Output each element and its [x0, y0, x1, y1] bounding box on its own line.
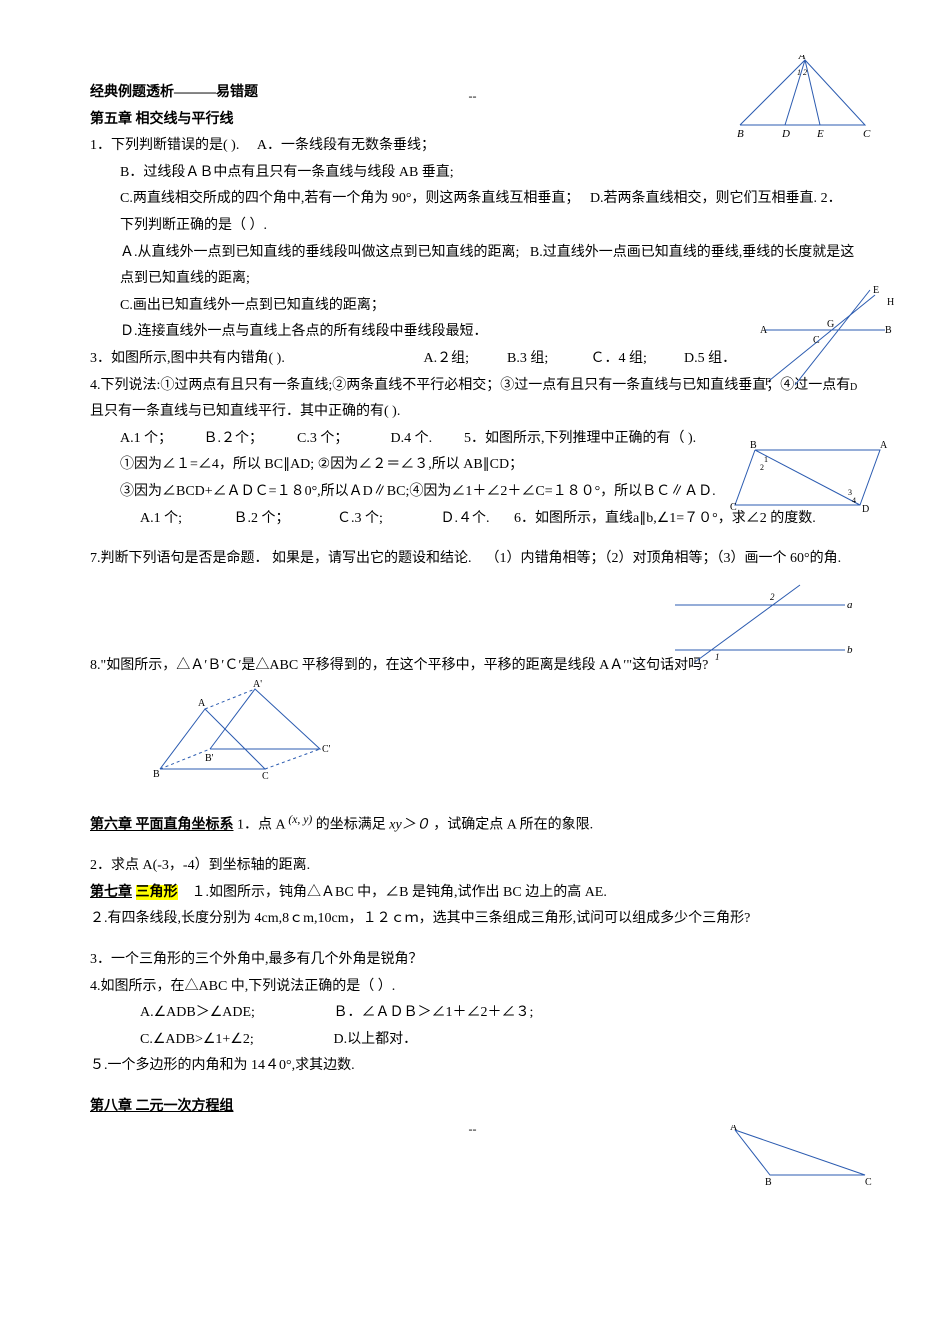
q5-opt-c: Ｃ.3 个;	[337, 506, 437, 533]
svg-text:A: A	[760, 325, 768, 336]
q2-opt-d: Ｄ.连接直线外一点与直线上各点的所有线段中垂线段最短．	[90, 319, 855, 346]
ch7-q4: 4.如图所示，在△ABC 中,下列说法正确的是（ ）.	[90, 974, 855, 1001]
chapter6-title: 第六章 平面直角坐标系	[90, 818, 234, 833]
svg-text:G: G	[827, 319, 834, 330]
ch6-q1-mid: 的坐标满足	[316, 818, 386, 833]
ch7-q4-a: A.∠ADB＞∠ADE;	[140, 1000, 330, 1027]
q4-opt-c: C.3 个；	[297, 426, 387, 453]
q4-opt-a: A.1 个；	[120, 426, 200, 453]
q4: 4.下列说法:①过两点有且只有一条直线;②两条直线不平行必相交；③过一点有且只有…	[90, 373, 855, 426]
svg-text:1 2: 1 2	[797, 68, 807, 77]
q4-opt-b: Ｂ.２个；	[204, 426, 294, 453]
q3-opt-a: A.２组;	[424, 346, 504, 373]
q1-opt-a: A．一条线段有无数条垂线；	[257, 138, 435, 153]
svg-text:1: 1	[764, 455, 768, 464]
svg-text:B: B	[153, 769, 160, 780]
svg-text:2: 2	[770, 592, 775, 602]
chapter8-title: 第八章 二元一次方程组	[90, 1094, 855, 1121]
q2-opt-ab: Ａ.从直线外一点到已知直线的垂线段叫做这点到已知直线的距离; B.过直线外一点画…	[90, 240, 855, 293]
q2-opt-c: C.画出已知直线外一点到已知直线的距离；	[90, 293, 855, 320]
ch7-q4-ab: A.∠ADB＞∠ADE; Ｂ．∠ＡＤＢ＞∠1＋∠2＋∠３;	[90, 1000, 855, 1027]
chapter7-row: 第七章 三角形 １.如图所示，钝角△ＡBC 中，∠B 是钝角,试作出 BC 边上…	[90, 880, 855, 907]
ch6-q1-end: ，试确定点 A 所在的象限.	[433, 818, 593, 833]
q3-opt-c: Ｃ．4 组;	[591, 346, 681, 373]
svg-text:D: D	[850, 382, 857, 393]
svg-text:B: B	[765, 1177, 772, 1185]
ch6-q2: 2．求点 A(-3，-4）到坐标轴的距离.	[90, 853, 855, 880]
chapter7-title-hl: 三角形	[136, 885, 178, 900]
svg-text:D: D	[862, 504, 869, 515]
q7: 7.判断下列语句是否是命题． 如果是，请写出它的题设和结论. （1）内错角相等；…	[90, 546, 855, 573]
svg-text:C: C	[262, 771, 269, 782]
chapter7-title: 第七章	[90, 885, 132, 900]
ch6-q1-var: A	[276, 818, 285, 833]
page-marker-bottom: --	[469, 1118, 477, 1141]
figure-translation: A A' B B' C C'	[90, 679, 855, 795]
svg-text:C: C	[865, 1177, 872, 1185]
figure-parallel-lines: a b 2 1	[655, 580, 855, 670]
svg-text:C: C	[730, 502, 737, 513]
q5-opt-d: Ｄ.４个.	[441, 506, 511, 533]
q1-opt-b: B．过线段ＡＢ中点有且只有一条直线与线段 AB 垂直;	[90, 160, 855, 187]
figure-parallelogram: B A C D 1 2 3 4	[730, 440, 890, 520]
q7-parts: （1）内错角相等；（2）对顶角相等；（3）画一个 60°的角.	[486, 551, 842, 566]
svg-text:E: E	[873, 285, 879, 296]
page-marker-top: --	[469, 85, 477, 108]
svg-text:F: F	[765, 377, 771, 388]
q4-opt-d: D.4 个.	[391, 426, 461, 453]
svg-text:2: 2	[760, 463, 764, 472]
svg-text:D: D	[781, 128, 790, 140]
svg-text:B: B	[737, 128, 744, 140]
ch7-q5: ５.一个多边形的内角和为 14４0°,求其边数.	[90, 1053, 855, 1080]
ch7-q1: １.如图所示，钝角△ＡBC 中，∠B 是钝角,试作出 BC 边上的高 AE.	[192, 885, 607, 900]
svg-text:b: b	[847, 644, 853, 656]
q3-stem: 3．如图所示,图中共有内错角( ).	[90, 346, 420, 373]
ch7-q4-c: C.∠ADB>∠1+∠2;	[140, 1027, 330, 1054]
svg-text:A: A	[880, 440, 888, 451]
ch7-q4-b: Ｂ．∠ＡＤＢ＞∠1＋∠2＋∠３;	[334, 1000, 534, 1027]
q5-opt-a: A.1 个;	[140, 506, 230, 533]
figure-triangle-q4: A B D E C 1 2	[735, 55, 885, 140]
q3-opt-b: B.3 组;	[507, 346, 587, 373]
q2-opt-a: Ａ.从直线外一点到已知直线的垂线段叫做这点到已知直线的距离;	[120, 245, 519, 260]
figure-obtuse: A B C	[725, 1125, 875, 1185]
svg-text:B: B	[885, 325, 892, 336]
q1-opt-c: C.两直线相交所成的四个角中,若有一个角为 90°，则这两条直线互相垂直；	[120, 191, 579, 206]
q3-row: 3．如图所示,图中共有内错角( ). A.２组; B.3 组; Ｃ．4 组; D…	[90, 346, 855, 373]
ch7-q3: 3．一个三角形的三个外角中,最多有几个外角是锐角？	[90, 947, 855, 974]
figure-lines-q3: A B E H F D G C	[755, 285, 895, 395]
svg-text:H: H	[887, 297, 894, 308]
ch7-q4-d: D.以上都对．	[334, 1027, 418, 1054]
ch6-q1-expr1: (x, y)	[288, 813, 312, 826]
svg-text:C': C'	[322, 744, 331, 755]
svg-text:A: A	[730, 1125, 738, 1133]
svg-text:C: C	[813, 335, 820, 346]
svg-text:C: C	[863, 128, 871, 140]
q1-stem: 1．下列判断错误的是( ).	[90, 138, 239, 153]
svg-text:B': B'	[205, 753, 214, 764]
q5-stem: 5．如图所示,下列推理中正确的有（ ).	[464, 426, 696, 453]
svg-text:A: A	[798, 55, 806, 62]
q3-opt-d: D.5 组．	[684, 346, 736, 373]
q5-opt-b: Ｂ.2 个；	[234, 506, 334, 533]
svg-text:1: 1	[715, 652, 720, 662]
svg-text:a: a	[847, 599, 853, 611]
chapter6: 第六章 平面直角坐标系 1．点 A (x, y) 的坐标满足 xy＞０ ，试确定…	[90, 809, 855, 839]
ch6-q1-expr2: xy＞０	[389, 818, 429, 833]
q7-stem: 7.判断下列语句是否是命题． 如果是，请写出它的题设和结论.	[90, 551, 472, 566]
svg-text:B: B	[750, 440, 757, 451]
svg-text:A: A	[198, 698, 206, 709]
svg-text:E: E	[816, 128, 824, 140]
ch6-q1-pre: 1．点	[237, 818, 272, 833]
ch7-q4-cd: C.∠ADB>∠1+∠2; D.以上都对．	[90, 1027, 855, 1054]
svg-text:4: 4	[852, 496, 856, 505]
ch7-q2: ２.有四条线段,长度分别为 4cm,8ｃm,10cm，１２ｃｍ，选其中三条组成三…	[90, 906, 855, 933]
q1-opt-cd: C.两直线相交所成的四个角中,若有一个角为 90°，则这两条直线互相垂直； D.…	[90, 186, 855, 239]
svg-text:A': A'	[253, 679, 262, 690]
q1-opt-d: D.若两条直线相交，则它们互相垂直.	[590, 191, 817, 206]
